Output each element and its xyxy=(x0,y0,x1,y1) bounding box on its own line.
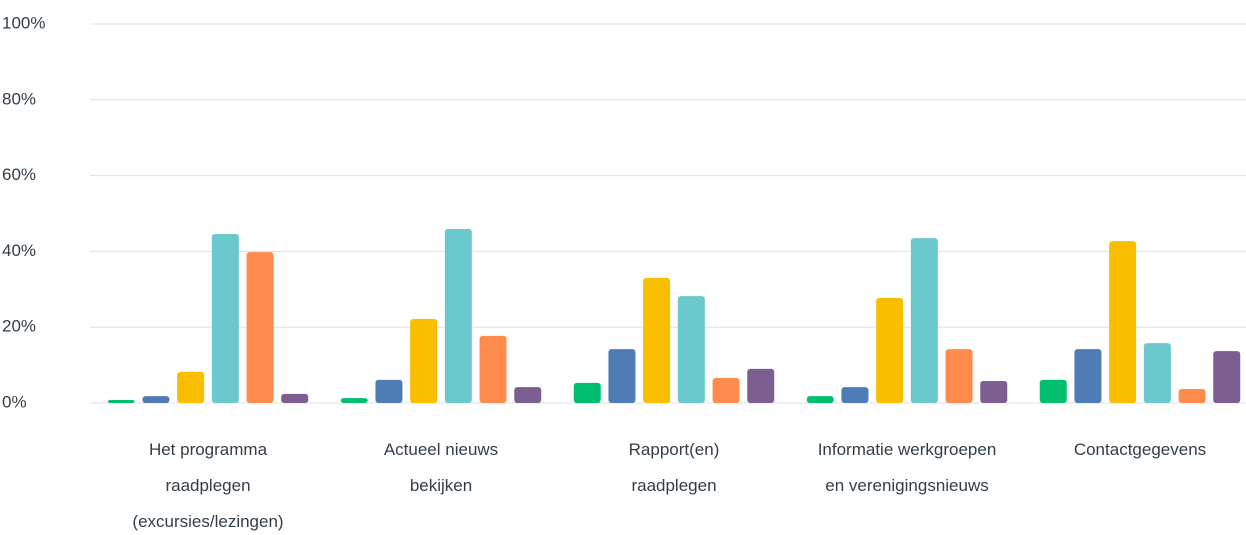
y-tick-label: 80% xyxy=(2,89,36,108)
bar xyxy=(643,277,671,403)
x-tick-label: Het programma raadplegen (excursies/lezi… xyxy=(132,440,284,531)
y-tick-label: 40% xyxy=(2,241,36,260)
y-tick-label: 60% xyxy=(2,165,36,184)
bar xyxy=(747,368,775,403)
bar xyxy=(340,398,368,403)
x-tick-label: Actueel nieuws bekijken xyxy=(383,440,499,495)
bar xyxy=(479,335,507,403)
bar xyxy=(806,396,834,403)
x-tick-label: Rapport(en) raadplegen xyxy=(628,440,720,495)
x-tick-label: Contactgegevens xyxy=(1073,440,1207,459)
y-tick-label: 100% xyxy=(2,13,45,32)
bar xyxy=(107,399,135,403)
bar xyxy=(945,349,973,403)
bar xyxy=(1039,379,1067,403)
bar xyxy=(211,233,239,403)
bar xyxy=(410,318,438,403)
bar xyxy=(608,349,636,403)
bar xyxy=(1074,349,1102,403)
bar xyxy=(1178,388,1206,403)
bar xyxy=(1213,351,1241,403)
bar xyxy=(1109,241,1137,403)
bar xyxy=(281,393,309,403)
bar xyxy=(876,298,904,403)
bar xyxy=(514,387,542,403)
bar xyxy=(980,381,1008,403)
bar xyxy=(1143,343,1171,403)
bar xyxy=(246,252,274,403)
bar xyxy=(910,238,938,403)
bar xyxy=(573,382,601,403)
bar xyxy=(841,387,869,403)
x-tick-label: Informatie werkgroepen en verenigingsnie… xyxy=(817,440,997,495)
bar xyxy=(142,396,170,403)
bar xyxy=(177,371,205,403)
y-tick-label: 0% xyxy=(2,392,27,411)
bar xyxy=(375,379,403,403)
y-tick-label: 20% xyxy=(2,317,36,336)
bar xyxy=(677,296,705,403)
bar xyxy=(444,229,472,403)
bar xyxy=(712,377,740,403)
